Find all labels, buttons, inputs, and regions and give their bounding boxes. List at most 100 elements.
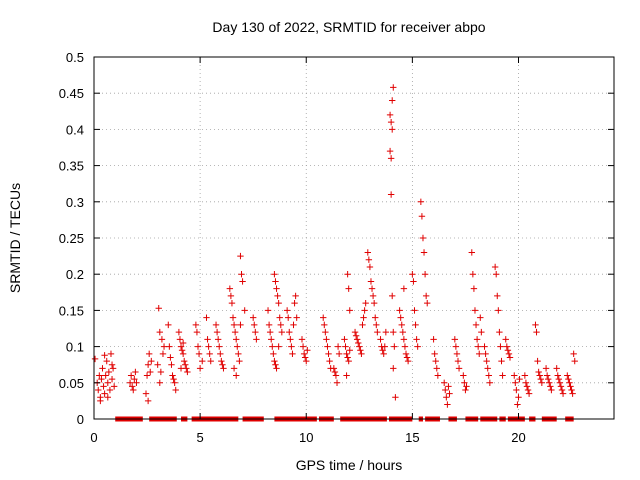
data-point [286, 328, 293, 336]
data-point [460, 372, 467, 379]
data-point [493, 271, 500, 278]
data-point [321, 321, 328, 329]
data-point [571, 357, 578, 365]
data-point [235, 350, 242, 358]
data-point [451, 336, 459, 343]
data-point [387, 118, 395, 126]
data-point [266, 328, 274, 336]
data-point [542, 365, 550, 372]
data-point [446, 390, 453, 397]
data-point [239, 278, 246, 285]
data-point [147, 368, 154, 376]
data-point [253, 336, 260, 343]
data-point [182, 361, 189, 368]
data-point [101, 390, 108, 397]
data-point [410, 278, 417, 285]
data-point [374, 328, 381, 336]
data-point [564, 372, 571, 379]
data-point [463, 383, 470, 390]
data-point [497, 343, 504, 350]
data-point [331, 368, 339, 376]
data-point [397, 314, 404, 321]
data-point [380, 350, 387, 358]
data-point [379, 347, 386, 354]
grid-lines [94, 57, 614, 419]
data-point [213, 328, 221, 336]
axis-ticks [93, 56, 614, 420]
data-point [511, 372, 518, 379]
x-tick-label: 0 [90, 430, 97, 445]
y-tick-labels: 0 0.05 0.1 0.15 0.2 0.25 0.3 0.35 0.4 0.45 0.5 [59, 50, 84, 427]
data-point [515, 394, 522, 401]
data-point [95, 386, 102, 394]
data-point [453, 350, 461, 358]
data-point [109, 365, 117, 372]
data-point [382, 328, 390, 336]
data-point [432, 357, 439, 365]
data-point [290, 321, 297, 329]
data-point [276, 314, 283, 321]
data-point [251, 321, 258, 329]
data-point [344, 354, 351, 361]
data-point [217, 350, 224, 358]
data-point [330, 365, 338, 372]
data-point [205, 343, 212, 350]
data-point [495, 307, 502, 314]
data-point [469, 271, 477, 278]
data-point [273, 285, 280, 292]
data-point [566, 379, 573, 386]
data-point [470, 285, 478, 292]
data-point [411, 307, 418, 314]
data-point [535, 368, 542, 376]
data-point [252, 328, 259, 336]
data-point [442, 386, 449, 394]
data-point [352, 332, 360, 339]
data-point [159, 350, 167, 358]
data-point [204, 336, 211, 343]
data-point [514, 401, 521, 408]
data-point [396, 307, 403, 314]
y-tick-label: 0.35 [59, 159, 84, 174]
data-point [299, 343, 307, 350]
data-point [212, 321, 220, 329]
data-point [176, 336, 184, 343]
data-point [556, 379, 564, 386]
data-point [353, 336, 361, 343]
data-point [484, 365, 491, 372]
data-point [233, 372, 240, 379]
data-point [513, 386, 520, 394]
data-point [168, 361, 175, 368]
data-point [504, 347, 512, 354]
data-point [389, 292, 396, 300]
data-point [565, 375, 572, 383]
data-point [218, 357, 225, 365]
data-point [300, 350, 308, 358]
data-point [322, 328, 329, 336]
data-point [358, 350, 365, 358]
data-point [265, 321, 273, 329]
data-point [237, 252, 244, 260]
data-point [227, 292, 235, 300]
data-point [476, 350, 483, 358]
data-point [230, 365, 238, 372]
data-point [454, 357, 462, 365]
data-point [533, 328, 540, 336]
data-point [485, 372, 492, 379]
data-point [390, 328, 397, 336]
data-point [277, 321, 284, 329]
y-tick-label: 0.1 [66, 340, 84, 355]
data-point [157, 368, 165, 376]
data-point [272, 278, 279, 285]
data-point [231, 328, 239, 336]
data-point [430, 336, 437, 343]
y-tick-label: 0.15 [59, 303, 84, 318]
data-point [557, 383, 565, 390]
data-point [472, 321, 480, 329]
data-point [547, 383, 554, 390]
data-point [361, 307, 368, 314]
data-point [154, 361, 161, 368]
data-point [482, 350, 489, 358]
data-point [491, 263, 499, 271]
data-point [431, 350, 438, 358]
data-point [461, 379, 468, 386]
